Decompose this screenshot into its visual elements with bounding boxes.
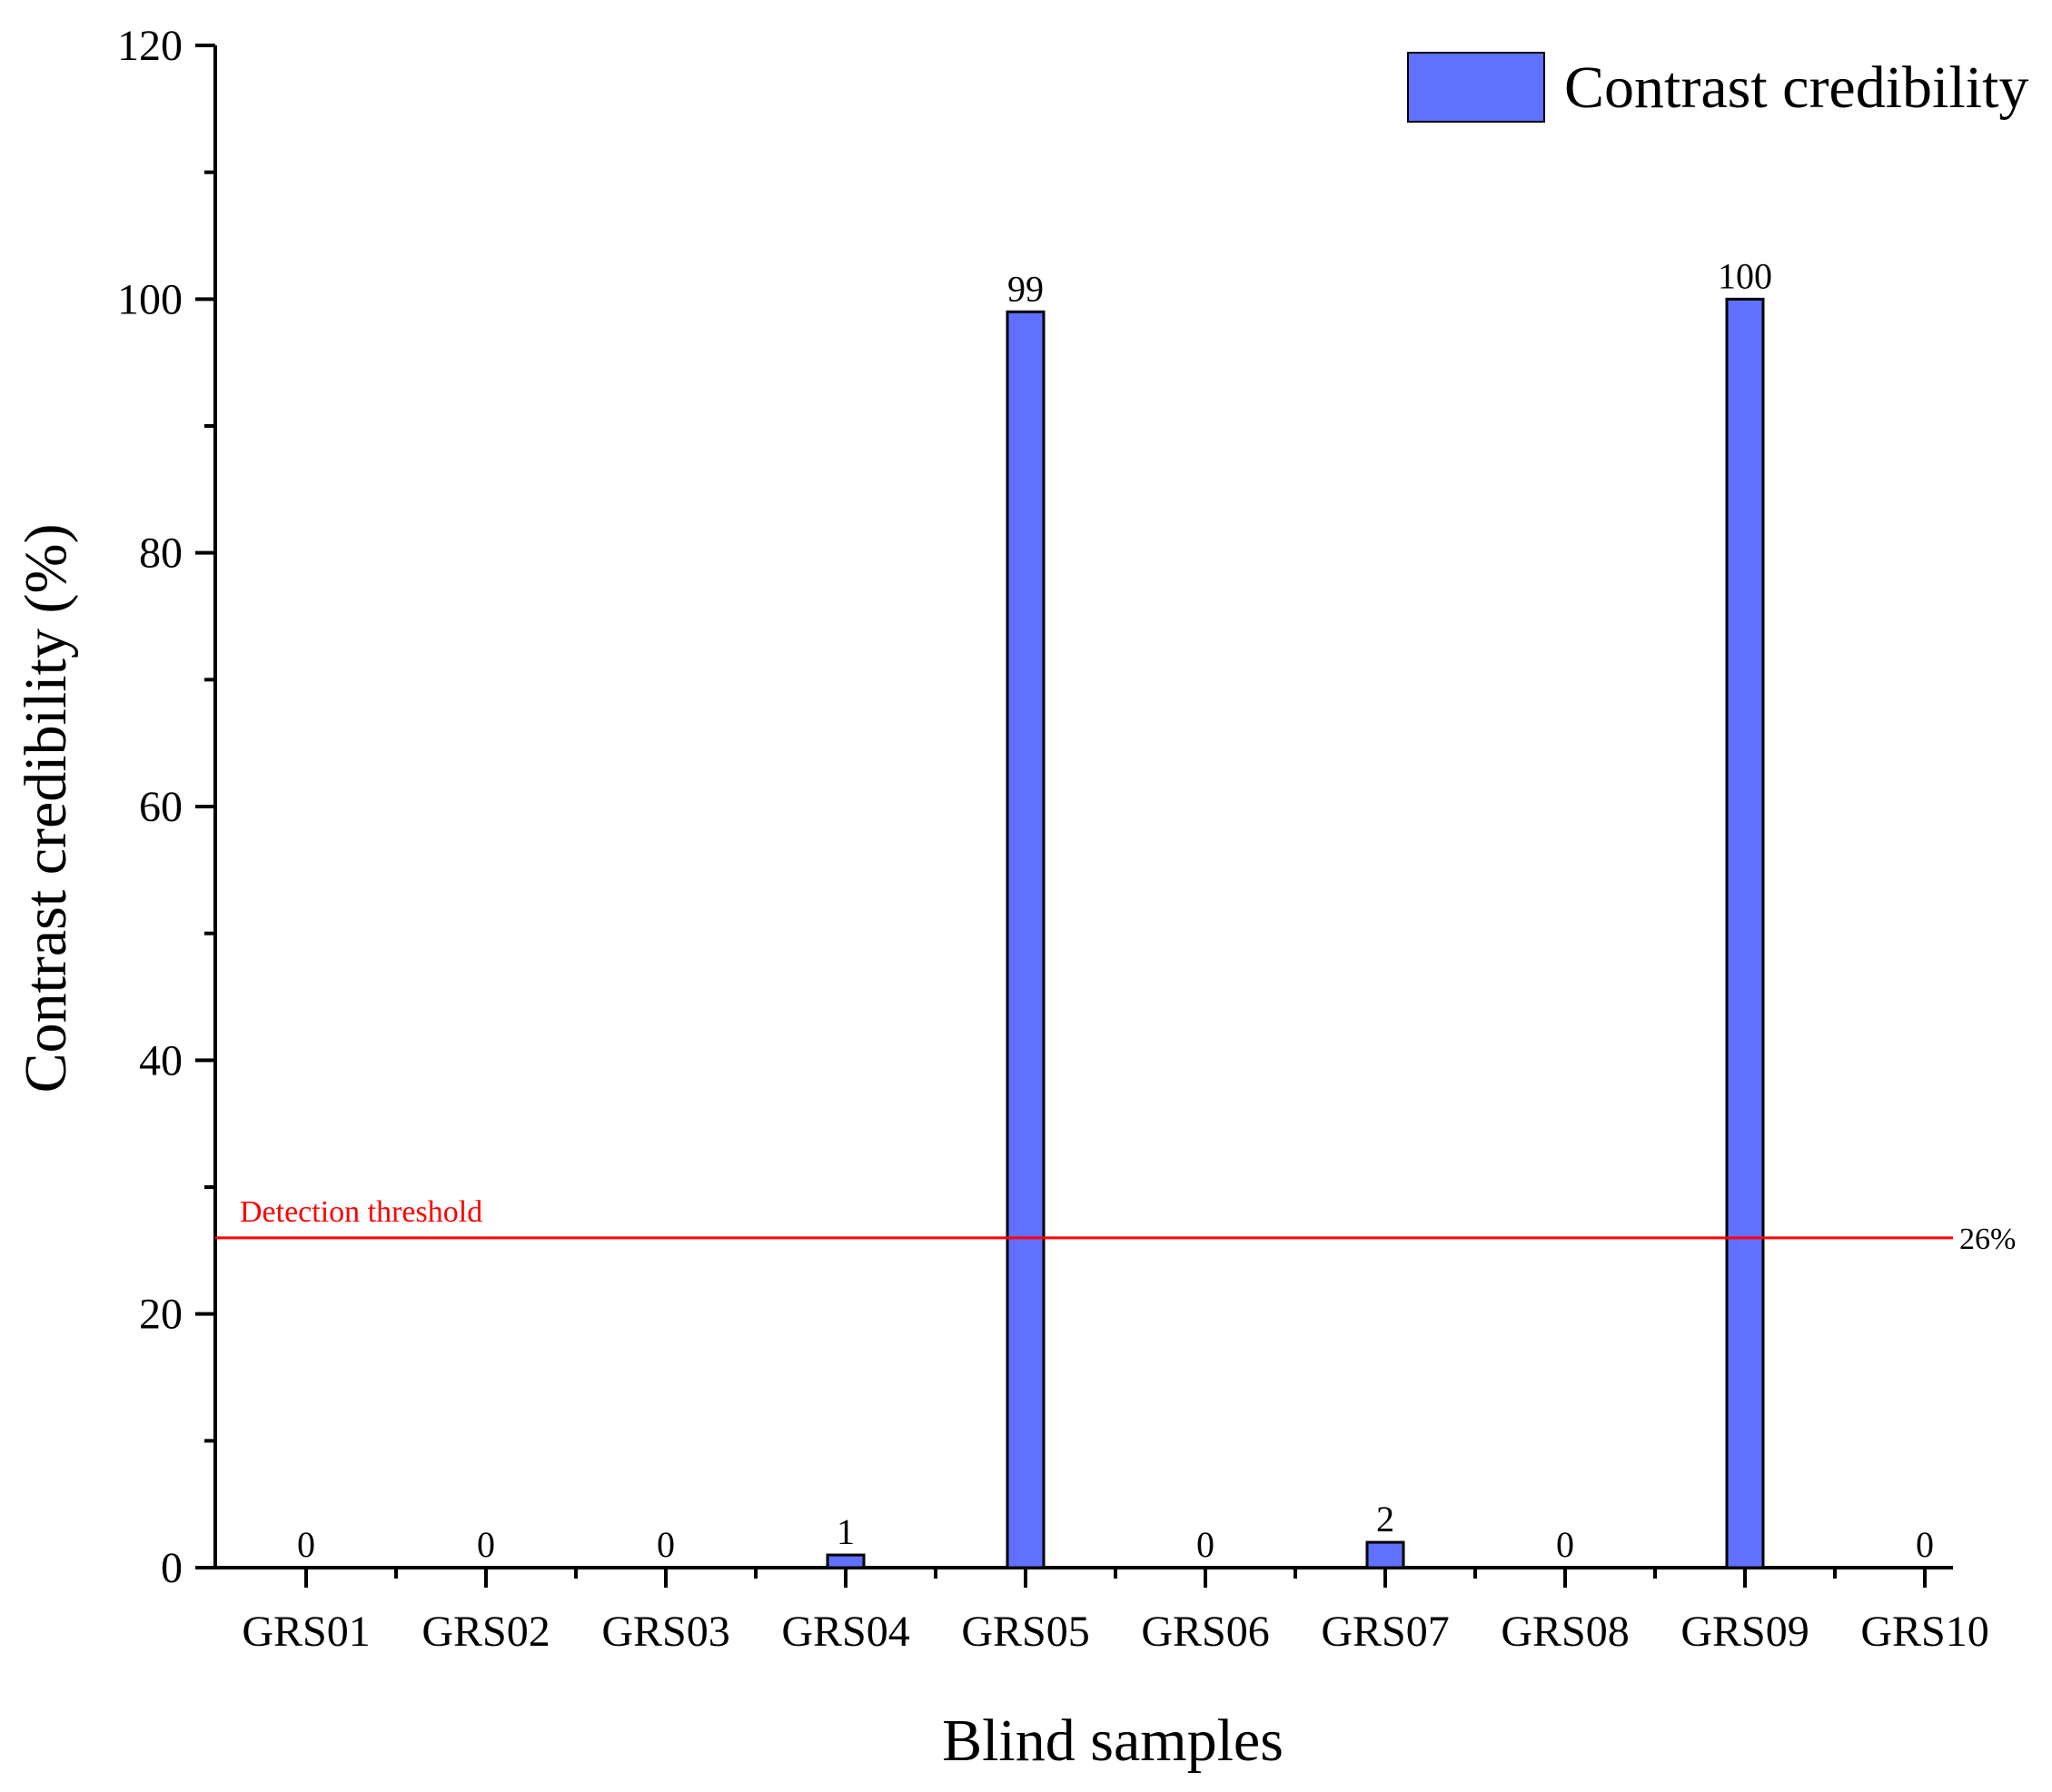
x-tick-label: GRS03 <box>601 1608 729 1656</box>
x-tick-label: GRS06 <box>1141 1608 1269 1656</box>
bar-value-label: 0 <box>297 1524 315 1565</box>
x-tick-label: GRS05 <box>961 1608 1089 1656</box>
y-tick-label: 0 <box>161 1544 183 1592</box>
bar <box>1006 310 1046 1569</box>
y-tick-label: 20 <box>139 1291 183 1339</box>
threshold-value-label: 26% <box>1959 1223 2016 1256</box>
bar-value-label: 0 <box>657 1524 675 1565</box>
bar <box>826 1553 866 1569</box>
x-tick-label: GRS10 <box>1860 1608 1988 1656</box>
x-tick-label: GRS04 <box>781 1608 909 1656</box>
x-tick-label: GRS08 <box>1501 1608 1629 1656</box>
bar-value-label: 0 <box>1196 1524 1214 1565</box>
bar-value-label: 0 <box>1556 1524 1574 1565</box>
bar <box>1725 297 1765 1569</box>
y-tick-label: 100 <box>117 275 183 323</box>
y-axis-title: Contrast credibility (%) <box>13 524 79 1094</box>
bar-value-label: 1 <box>837 1511 855 1552</box>
legend: Contrast credibility <box>1407 52 2028 123</box>
legend-swatch <box>1407 52 1545 123</box>
bar <box>1365 1540 1405 1569</box>
x-axis-title: Blind samples <box>942 1708 1284 1774</box>
legend-label: Contrast credibility <box>1564 54 2028 121</box>
bar-value-label: 0 <box>1916 1524 1934 1565</box>
x-tick-label: GRS01 <box>242 1608 370 1656</box>
y-tick-label: 120 <box>117 22 183 70</box>
y-tick-label: 80 <box>139 530 183 578</box>
x-tick-label: GRS07 <box>1321 1608 1449 1656</box>
bar-value-label: 0 <box>477 1524 495 1565</box>
x-tick-label: GRS09 <box>1680 1608 1809 1656</box>
x-tick-label: GRS02 <box>421 1608 550 1656</box>
bar-value-label: 2 <box>1376 1499 1394 1540</box>
bar-value-label: 99 <box>1007 268 1044 309</box>
y-tick-label: 40 <box>139 1036 183 1084</box>
threshold-label: Detection threshold <box>240 1195 482 1229</box>
y-tick-label: 60 <box>139 783 183 831</box>
bar-value-label: 100 <box>1718 255 1772 296</box>
